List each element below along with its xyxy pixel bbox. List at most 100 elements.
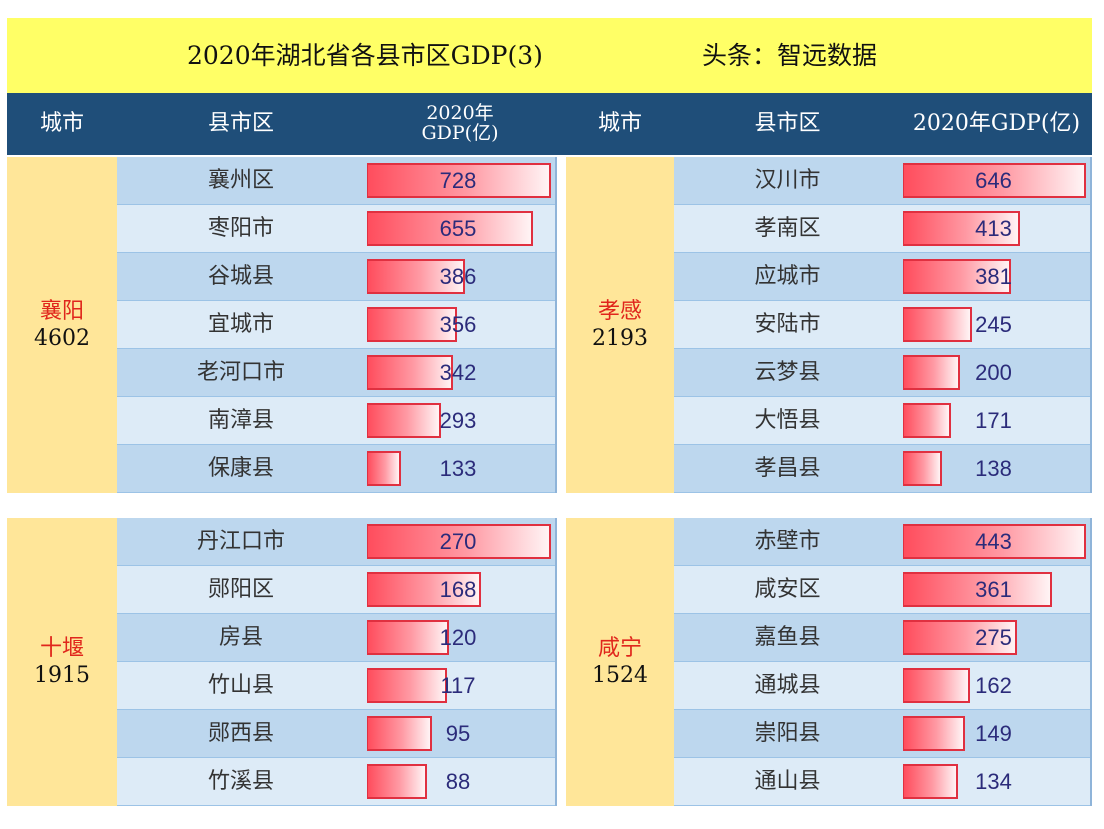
gdp-value: 646 xyxy=(975,168,1012,193)
city-name: 襄阳 xyxy=(39,298,84,324)
city-cell: 十堰 1915 xyxy=(7,518,117,806)
city-name: 十堰 xyxy=(39,635,84,661)
gdp-value: 270 xyxy=(439,529,477,554)
table-row: 安陆市 245 xyxy=(674,301,1092,349)
county-name: 安陆市 xyxy=(754,312,821,337)
table-row: 孝南区 413 xyxy=(674,205,1092,253)
city-cell: 襄阳 4602 xyxy=(7,157,117,493)
city-cell: 咸宁 1524 xyxy=(566,518,674,806)
column-divider xyxy=(555,518,557,806)
gdp-value: 245 xyxy=(975,312,1012,337)
gdp-bar xyxy=(367,668,447,703)
gdp-bar xyxy=(367,764,427,799)
gdp-bar xyxy=(367,620,449,655)
table-row: 房县 120 xyxy=(117,614,557,662)
gdp-bar xyxy=(367,451,401,486)
table-header-left: 城市 县市区 2020年 GDP(亿) xyxy=(7,93,566,155)
table-row: 老河口市 342 xyxy=(117,349,557,397)
gdp-bar xyxy=(903,620,1017,655)
gdp-bar xyxy=(367,163,551,198)
gdp-value: 275 xyxy=(975,625,1012,650)
table-row: 通山县 134 xyxy=(674,758,1092,806)
table-row: 崇阳县 149 xyxy=(674,710,1092,758)
gdp-value: 95 xyxy=(445,721,471,746)
table-header-right: 城市 县市区 2020年GDP(亿) xyxy=(566,93,1092,155)
header-gdp: 2020年 GDP(亿) xyxy=(365,93,555,155)
county-name: 咸安区 xyxy=(754,577,821,602)
county-name: 谷城县 xyxy=(207,264,274,289)
table-row: 郧阳区 168 xyxy=(117,566,557,614)
gdp-bar xyxy=(903,716,965,751)
table-row: 枣阳市 655 xyxy=(117,205,557,253)
gdp-value: 200 xyxy=(975,360,1012,385)
table-row: 汉川市 646 xyxy=(674,157,1092,205)
header-gdp: 2020年GDP(亿) xyxy=(912,111,1081,137)
county-name: 枣阳市 xyxy=(207,216,274,241)
header-gdp-line2: GDP(亿) xyxy=(421,122,499,144)
gdp-bar xyxy=(903,451,942,486)
gdp-value: 342 xyxy=(439,360,477,385)
column-divider xyxy=(1090,518,1092,806)
table-row: 通城县 162 xyxy=(674,662,1092,710)
county-name: 赤壁市 xyxy=(754,529,821,554)
gdp-value: 361 xyxy=(975,577,1012,602)
gdp-bar xyxy=(903,259,1011,294)
city-group: 十堰 1915 丹江口市 270 郧阳区 168 房县 120 竹山县 117 郧西县 95 竹溪县 88 xyxy=(7,518,557,806)
header-gdp-line1: 2020年 xyxy=(426,102,494,125)
gdp-value: 356 xyxy=(439,312,477,337)
gdp-value: 386 xyxy=(439,264,477,289)
county-name: 通山县 xyxy=(754,769,821,794)
county-name: 大悟县 xyxy=(754,408,821,433)
gdp-value: 88 xyxy=(445,769,471,794)
city-group: 咸宁 1524 赤壁市 443 咸安区 361 嘉鱼县 275 通城县 162 崇阳县 149 通山县 1… xyxy=(566,518,1092,806)
table-row: 咸安区 361 xyxy=(674,566,1092,614)
gdp-value: 655 xyxy=(439,216,477,241)
table-row: 竹溪县 88 xyxy=(117,758,557,806)
gdp-value: 171 xyxy=(975,408,1012,433)
header-county: 县市区 xyxy=(754,111,821,137)
city-cell: 孝感 2193 xyxy=(566,157,674,493)
gdp-bar xyxy=(903,307,972,342)
gdp-value: 120 xyxy=(439,625,477,650)
gdp-bar xyxy=(903,668,970,703)
gdp-bar xyxy=(367,355,453,390)
gdp-value: 443 xyxy=(975,529,1012,554)
gdp-bar xyxy=(367,572,481,607)
county-name: 孝昌县 xyxy=(754,456,821,481)
table-row: 南漳县 293 xyxy=(117,397,557,445)
city-total: 1915 xyxy=(34,663,90,688)
source-label: 头条：智远数据 xyxy=(702,41,878,70)
column-divider xyxy=(1090,157,1092,493)
gdp-bar xyxy=(903,524,1086,559)
county-name: 郧阳区 xyxy=(207,577,274,602)
table-row: 宜城市 356 xyxy=(117,301,557,349)
county-name: 丹江口市 xyxy=(196,529,285,554)
table-row: 襄州区 728 xyxy=(117,157,557,205)
gdp-bar xyxy=(367,259,465,294)
city-total: 4602 xyxy=(34,326,90,351)
table-row: 竹山县 117 xyxy=(117,662,557,710)
table-row: 郧西县 95 xyxy=(117,710,557,758)
gdp-value: 117 xyxy=(440,673,476,698)
table-row: 嘉鱼县 275 xyxy=(674,614,1092,662)
gdp-value: 728 xyxy=(439,168,477,193)
table-row: 云梦县 200 xyxy=(674,349,1092,397)
header-city: 城市 xyxy=(597,111,642,137)
gdp-bar xyxy=(367,524,551,559)
gdp-bar xyxy=(367,307,457,342)
county-name: 襄州区 xyxy=(207,168,274,193)
gdp-bar xyxy=(903,355,960,390)
title-bar: 2020年湖北省各县市区GDP(3) 头条：智远数据 xyxy=(7,18,1092,93)
header-county: 县市区 xyxy=(207,111,274,137)
county-name: 通城县 xyxy=(754,673,821,698)
city-group: 襄阳 4602 襄州区 728 枣阳市 655 谷城县 386 宜城市 356 老河口市 342 南漳县… xyxy=(7,157,557,493)
gdp-bar xyxy=(367,716,432,751)
gdp-value: 381 xyxy=(975,264,1012,289)
gdp-value: 413 xyxy=(975,216,1012,241)
county-name: 老河口市 xyxy=(196,360,285,385)
county-name: 应城市 xyxy=(754,264,821,289)
gdp-value: 134 xyxy=(975,769,1012,794)
city-name: 孝感 xyxy=(597,298,642,324)
header-city: 城市 xyxy=(39,111,84,137)
table-row: 应城市 381 xyxy=(674,253,1092,301)
